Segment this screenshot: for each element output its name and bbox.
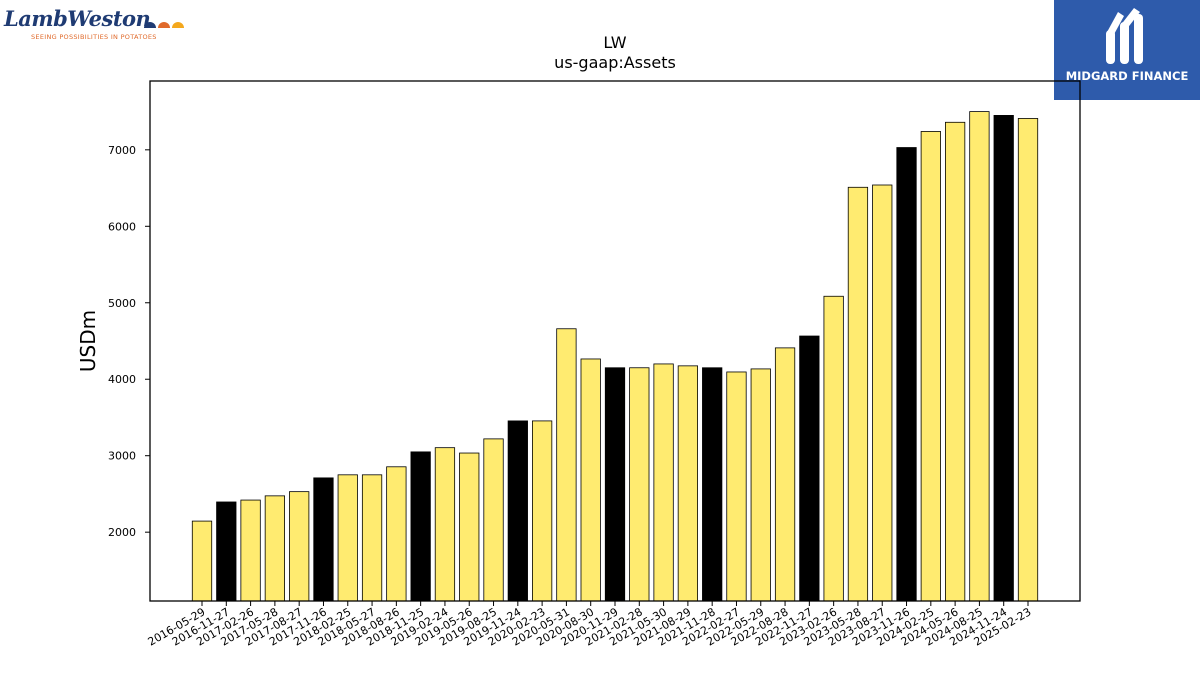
bar-2021-05-30 xyxy=(653,363,674,602)
bar-2021-02-28 xyxy=(629,367,650,602)
bar-2017-11-26 xyxy=(313,477,334,602)
y-tick-label: 3000 xyxy=(108,450,136,463)
bar-2020-11-29 xyxy=(604,367,626,602)
bar-2017-08-27 xyxy=(289,491,310,602)
midgard-m-icon xyxy=(1106,8,1143,64)
bar-2018-02-25 xyxy=(337,474,358,602)
y-tick-label: 5000 xyxy=(108,297,136,310)
lambweston-brand-text: LambWeston xyxy=(4,6,151,31)
y-tick-label: 6000 xyxy=(108,220,136,233)
bar-2025-02-23 xyxy=(1017,118,1039,602)
bar-2017-05-28 xyxy=(264,495,286,602)
bar-2022-08-28 xyxy=(774,347,796,602)
bar-2023-11-26 xyxy=(896,147,917,602)
bar-2018-05-27 xyxy=(361,474,383,602)
bar-2020-02-23 xyxy=(532,420,553,602)
bar-series xyxy=(191,111,1039,602)
bar-2019-08-25 xyxy=(483,438,504,602)
bar-2018-11-25 xyxy=(410,451,431,602)
chart-title: LW xyxy=(603,33,626,52)
bar-2016-11-27 xyxy=(216,501,237,602)
lambweston-tagline: SEEING POSSIBILITIES IN POTATOES xyxy=(31,33,157,41)
y-tick-label: 7000 xyxy=(108,144,136,157)
potato-dots-icon xyxy=(144,22,184,28)
x-axis: 2016-05-292016-11-272017-02-262017-05-28… xyxy=(146,601,1034,649)
plot-frame xyxy=(149,80,1081,602)
y-tick-label: 4000 xyxy=(108,373,136,386)
bar-2018-08-26 xyxy=(386,466,407,602)
bar-2019-02-24 xyxy=(434,447,456,602)
bar-2024-08-25 xyxy=(969,111,990,602)
bar-2021-11-28 xyxy=(702,367,723,602)
bar-2019-11-24 xyxy=(507,420,528,602)
bar-2023-08-27 xyxy=(872,184,893,602)
lambweston-logo: LambWeston SEEING POSSIBILITIES IN POTAT… xyxy=(4,6,189,46)
y-axis: 2000 3000 4000 5000 6000 7000 xyxy=(108,144,150,539)
bar-2024-02-25 xyxy=(920,131,941,602)
bar-2019-05-26 xyxy=(459,452,480,602)
bar-2020-05-31 xyxy=(556,328,577,602)
y-axis-label: USDm xyxy=(76,310,100,372)
chart-subtitle: us-gaap:Assets xyxy=(554,53,676,72)
bar-2024-05-26 xyxy=(945,121,966,602)
y-tick-label: 2000 xyxy=(108,526,136,539)
bar-2021-08-29 xyxy=(677,365,698,602)
bar-2022-02-27 xyxy=(726,371,747,602)
bar-2020-08-30 xyxy=(580,358,601,602)
bar-2023-05-28 xyxy=(847,186,869,602)
bar-2017-02-26 xyxy=(240,499,261,602)
midgard-finance-name: MIDGARD FINANCE xyxy=(1065,69,1189,83)
bar-2024-11-24 xyxy=(993,115,1014,602)
midgard-finance-logo: MIDGARD FINANCE xyxy=(1054,0,1200,100)
bar-2023-02-26 xyxy=(823,295,844,602)
bar-2022-11-27 xyxy=(799,335,820,602)
bar-2016-05-29 xyxy=(191,520,213,602)
bar-2022-05-29 xyxy=(750,368,771,602)
